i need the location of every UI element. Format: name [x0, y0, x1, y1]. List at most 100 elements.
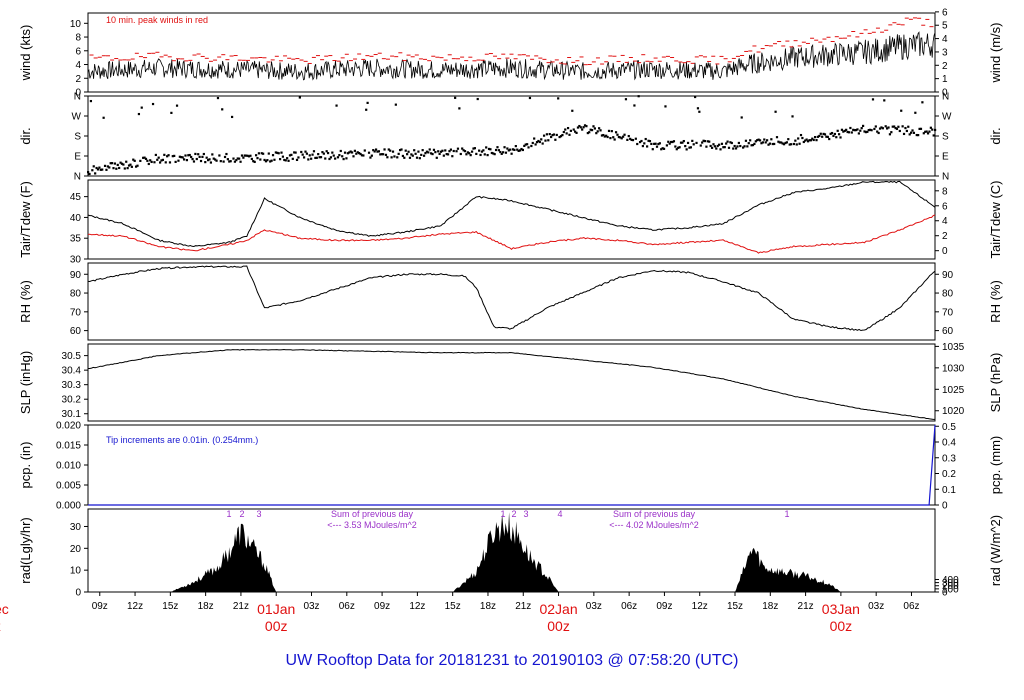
series-dir-point [514, 144, 517, 148]
left-tick-label: 0.000 [56, 501, 81, 512]
series-dir-point [638, 140, 642, 144]
series-dir-point [281, 155, 285, 158]
series-dir-point [273, 158, 276, 161]
series-dir-point [922, 132, 925, 135]
series-dir-point [530, 144, 533, 148]
x-tick-label: 06z [903, 601, 919, 612]
series-dir-point [732, 147, 735, 150]
series-dir-point [475, 152, 478, 156]
series-dir-point [856, 128, 859, 131]
series-dir-point [729, 141, 732, 144]
series-dir-point [346, 152, 349, 155]
series-dir-point [585, 125, 588, 128]
series-dir-point [130, 165, 133, 168]
series-dir-point [661, 147, 664, 150]
panel-frame-temp [87, 179, 936, 260]
series-dir-point [823, 133, 827, 136]
series-dir-point [345, 157, 348, 160]
series-dir-point [674, 145, 677, 148]
wind-peak-note: 10 min. peak winds in red [106, 15, 208, 25]
series-dir-point [459, 152, 462, 156]
right-axis-label-dir: dir. [988, 127, 1003, 144]
series-dir-point [725, 142, 728, 145]
series-dir-point [469, 154, 472, 157]
series-dir-point [225, 152, 228, 156]
series-dir-point [335, 104, 338, 107]
series-dir-point [547, 139, 550, 142]
x-tick-label: 15z [162, 601, 178, 612]
series-dir-point [517, 149, 520, 152]
series-dir-point [277, 152, 280, 155]
series-dir-point [792, 142, 796, 146]
series-dir-point [122, 163, 125, 166]
series-dir-point [229, 160, 232, 163]
series-dir-point [175, 104, 179, 107]
series-dir-point [603, 135, 606, 138]
series-dir-point [438, 152, 441, 156]
series-dir-point [479, 153, 482, 157]
left-tick-label: 35 [70, 234, 82, 245]
series-dir-point [398, 148, 402, 152]
series-dir-point [238, 157, 241, 160]
series-dir-point [476, 97, 479, 101]
series-dir-point [401, 154, 405, 158]
series-dir-point [308, 154, 311, 157]
x-tick-label: 15z [727, 601, 743, 612]
series-dir-point [555, 133, 558, 137]
series-dir-point [442, 154, 445, 157]
series-dir-point [201, 155, 204, 159]
rad-hour-mark: 3 [523, 509, 528, 519]
series-dir-point [181, 156, 184, 159]
series-dir-point [449, 148, 452, 151]
series-dir-point [931, 128, 934, 131]
series-dir-point [290, 153, 293, 156]
series-rad-area [88, 512, 935, 592]
series-dir-point [338, 154, 341, 157]
series-dir-point [599, 129, 602, 132]
series-dir-point [806, 140, 810, 143]
series-dir-point [144, 157, 148, 161]
series-dir-point [863, 130, 866, 133]
series-dir-point [929, 126, 932, 129]
series-dir-point [156, 158, 159, 161]
right-tick-label: 0.4 [942, 438, 956, 449]
series-dir-point [622, 135, 625, 138]
series-dir-point [120, 162, 124, 165]
series-dir-point [544, 139, 547, 142]
series-dir-point [815, 139, 818, 142]
series-dir-point [430, 152, 433, 155]
series-dir-point [348, 151, 351, 154]
left-tick-label: 10 [70, 19, 82, 30]
right-tick-label: N [942, 172, 949, 183]
series-dir-point [240, 154, 244, 157]
series-dir-point [554, 138, 557, 141]
series-dir-point [108, 166, 111, 169]
series-dir-point [757, 138, 760, 141]
series-dir-point [140, 106, 143, 109]
series-dir-point [705, 145, 708, 148]
series-dir-point [269, 160, 272, 163]
series-dir-point [588, 131, 591, 134]
rad-sum-note-value: <--- 3.53 MJoules/m^2 [327, 520, 417, 530]
series-dir-point [839, 136, 842, 139]
series-dir-point [812, 138, 815, 142]
series-dir-point [886, 127, 889, 130]
series-dir-point [736, 145, 739, 148]
series-dir-point [312, 150, 316, 153]
series-dir-point [129, 163, 132, 166]
right-tick-label: 0 [942, 501, 948, 512]
series-dir-point [620, 137, 623, 140]
series-dir-point [112, 167, 115, 170]
series-dir-point [132, 158, 135, 161]
series-wind-line [87, 31, 936, 81]
series-dir-point [134, 165, 138, 168]
series-dir-point [833, 132, 836, 136]
series-dir-point [607, 129, 611, 133]
series-dir-point [867, 129, 870, 132]
series-dir-point [900, 109, 903, 112]
series-dir-point [718, 143, 721, 146]
series-dir-point [520, 147, 523, 151]
left-tick-label: 0.020 [56, 421, 81, 432]
series-dir-point [928, 130, 931, 133]
series-dir-point [667, 140, 670, 143]
